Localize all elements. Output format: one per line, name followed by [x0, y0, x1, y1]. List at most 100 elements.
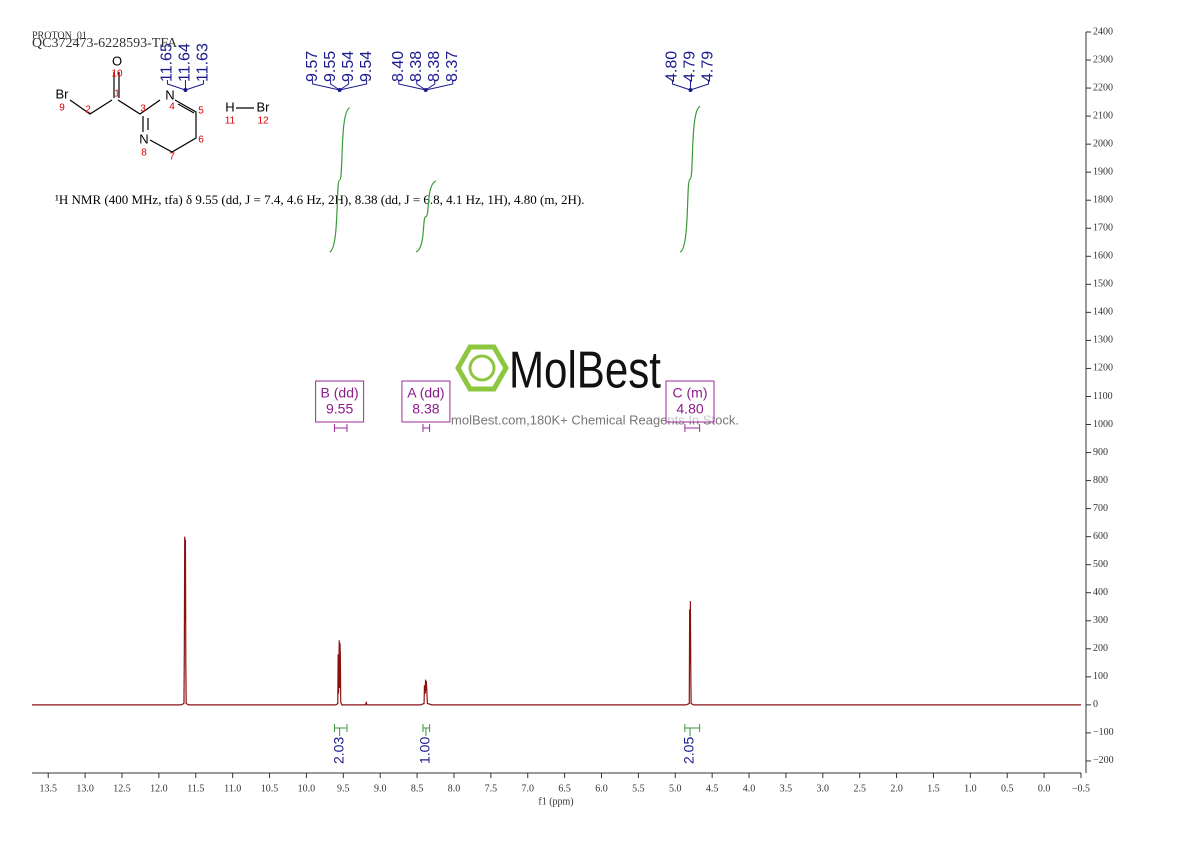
- x-tick-label: 4.0: [743, 783, 756, 794]
- peak-label: 8.38: [408, 51, 425, 82]
- peak-label: 4.79: [700, 51, 717, 82]
- locant: 12: [257, 116, 269, 127]
- peak-label: 4.79: [682, 51, 699, 82]
- multiplet-name: A (dd): [407, 385, 444, 401]
- peak-connector: [398, 80, 426, 91]
- x-tick-label: 9.0: [374, 783, 387, 794]
- x-tick-label: 6.5: [558, 783, 571, 794]
- peak-label: 9.57: [304, 51, 321, 82]
- spectrum: [32, 536, 1081, 706]
- integral-label: 2.03: [330, 737, 346, 764]
- multiplet-name: B (dd): [321, 385, 359, 401]
- peak-connector: [185, 80, 204, 91]
- peak-label: 8.40: [390, 51, 407, 82]
- x-tick-label: 9.5: [337, 783, 350, 794]
- peak-connector: [339, 80, 368, 91]
- structure: O Br N N H Br 10 9 2 1 3 4 5 6 7 8 11 12: [56, 53, 271, 162]
- locant: 11: [225, 116, 236, 127]
- y-tick-label: 1200: [1093, 363, 1113, 374]
- sample-name: QC372473-6228593-TFA: [32, 36, 178, 51]
- y-tick-label: 1800: [1093, 195, 1113, 206]
- atom: N: [165, 87, 174, 102]
- y-tick-label: 1000: [1093, 419, 1113, 430]
- y-tick-label: 300: [1093, 615, 1108, 626]
- y-tick-label: −100: [1093, 727, 1114, 738]
- x-tick-label: 8.0: [448, 783, 461, 794]
- x-tick-label: 2.0: [890, 783, 903, 794]
- atom: Br: [257, 99, 271, 114]
- peak-label: 9.54: [340, 51, 357, 82]
- multiplet-box: [315, 380, 365, 423]
- y-tick-label: 600: [1093, 531, 1108, 542]
- locant: 4: [169, 102, 175, 113]
- locant: 6: [198, 135, 204, 146]
- brand: MolBest: [509, 342, 661, 400]
- multiplet-name: C (m): [673, 385, 708, 401]
- integral-curve: [329, 107, 351, 253]
- locant: 9: [59, 103, 65, 114]
- y-tick-label: 500: [1093, 559, 1108, 570]
- atom: N: [139, 131, 148, 146]
- peak-connector: [166, 80, 186, 91]
- peak-label: 8.38: [426, 51, 443, 82]
- x-tick-label: 6.0: [595, 783, 608, 794]
- y-tick-label: 2000: [1093, 138, 1113, 149]
- y-tick-label: 400: [1093, 587, 1108, 598]
- atom: H: [225, 99, 234, 114]
- integral-curve: [679, 105, 701, 253]
- peak-connector: [330, 80, 340, 91]
- x-tick-label: 10.5: [261, 783, 279, 794]
- logo: [455, 344, 509, 392]
- integral-label: 1.00: [417, 737, 433, 764]
- y-tick-label: 200: [1093, 643, 1108, 654]
- peak-connector: [312, 80, 340, 91]
- x-tick-label: 5.0: [669, 783, 682, 794]
- y-tick-label: 1900: [1093, 166, 1113, 177]
- run-name: PROTON_01: [32, 30, 87, 41]
- y-tick-label: 900: [1093, 447, 1108, 458]
- y-tick-label: 1600: [1093, 251, 1113, 262]
- atom: Br: [56, 86, 70, 101]
- y-tick-label: 100: [1093, 671, 1108, 682]
- locant: 8: [141, 148, 147, 159]
- y-tick-label: 2100: [1093, 110, 1113, 121]
- x-tick-label: 2.5: [853, 783, 866, 794]
- x-tick-label: 13.5: [39, 783, 57, 794]
- y-tick-label: 1400: [1093, 307, 1113, 318]
- x-tick-label: 11.5: [187, 783, 204, 794]
- y-tick-label: 2200: [1093, 82, 1113, 93]
- atom: O: [112, 53, 122, 68]
- peak-label: 4.80: [664, 51, 681, 82]
- x-tick-label: 1.0: [964, 783, 977, 794]
- y-tick-label: 1500: [1093, 279, 1113, 290]
- locant: 3: [140, 104, 146, 115]
- multiplet-box: [401, 380, 451, 423]
- locant: 2: [85, 105, 91, 116]
- multiplet-range: [684, 424, 701, 432]
- peak-label: 11.64: [177, 43, 194, 82]
- y-tick-label: 0: [1093, 699, 1098, 710]
- peak-connector: [425, 80, 436, 91]
- bonds: [69, 72, 254, 153]
- x-tick-label: 7.0: [521, 783, 534, 794]
- peak-connector: [425, 80, 454, 91]
- peak-label: 9.54: [358, 51, 375, 82]
- peak-connector: [690, 80, 710, 91]
- peak-label: 11.63: [195, 43, 212, 82]
- x-tick-label: 5.5: [632, 783, 645, 794]
- multiplet-box: [665, 380, 715, 423]
- x-tick-label: 3.5: [780, 783, 793, 794]
- multiplet-range: [422, 424, 431, 432]
- x-tick-label: 3.0: [817, 783, 830, 794]
- y-tick-label: −200: [1093, 755, 1114, 766]
- x-tick-label: 12.5: [113, 783, 131, 794]
- logo-ring: [468, 354, 496, 382]
- integral-range: [333, 724, 348, 736]
- x-tick-label: 11.0: [224, 783, 241, 794]
- peak-connector: [339, 80, 350, 91]
- locant: 1: [114, 89, 120, 100]
- peak-connector: [672, 80, 691, 91]
- locant: 10: [111, 69, 123, 80]
- x-tick-label: 10.0: [298, 783, 316, 794]
- locant: 5: [198, 106, 204, 117]
